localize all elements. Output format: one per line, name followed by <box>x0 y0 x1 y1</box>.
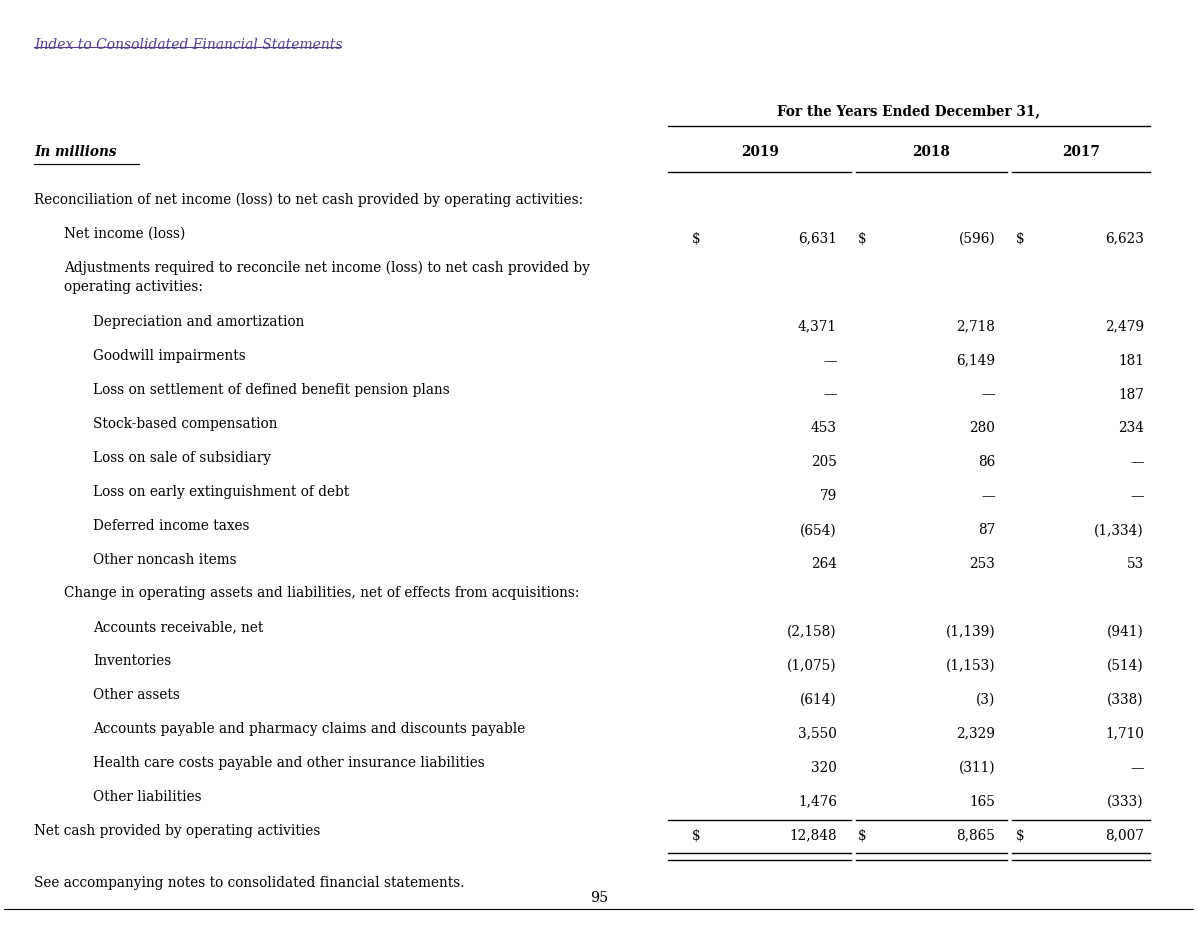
Text: 280: 280 <box>969 421 996 435</box>
Text: Goodwill impairments: Goodwill impairments <box>93 349 246 363</box>
Text: 3,550: 3,550 <box>798 726 837 741</box>
Text: Index to Consolidated Financial Statements: Index to Consolidated Financial Statemen… <box>34 38 343 52</box>
Text: Loss on early extinguishment of debt: Loss on early extinguishment of debt <box>93 485 350 498</box>
Text: 2,479: 2,479 <box>1105 320 1144 334</box>
Text: 165: 165 <box>969 794 996 808</box>
Text: (1,139): (1,139) <box>945 625 996 639</box>
Text: $: $ <box>858 232 867 246</box>
Text: (514): (514) <box>1107 659 1144 673</box>
Text: Accounts receivable, net: Accounts receivable, net <box>93 620 264 634</box>
Text: 181: 181 <box>1118 353 1144 367</box>
Text: 6,623: 6,623 <box>1105 232 1144 246</box>
Text: operating activities:: operating activities: <box>63 280 202 294</box>
Text: $: $ <box>691 232 701 246</box>
Text: 1,476: 1,476 <box>798 794 837 808</box>
Text: (1,334): (1,334) <box>1094 524 1144 538</box>
Text: $: $ <box>691 829 701 843</box>
Text: Adjustments required to reconcile net income (loss) to net cash provided by: Adjustments required to reconcile net in… <box>63 261 589 275</box>
Text: 87: 87 <box>978 524 996 538</box>
Text: —: — <box>1130 489 1144 503</box>
Text: Other noncash items: Other noncash items <box>93 552 237 566</box>
Text: 264: 264 <box>811 557 837 571</box>
Text: Health care costs payable and other insurance liabilities: Health care costs payable and other insu… <box>93 756 485 770</box>
Text: Reconciliation of net income (loss) to net cash provided by operating activities: Reconciliation of net income (loss) to n… <box>34 193 583 207</box>
Text: —: — <box>981 489 996 503</box>
Text: 2,329: 2,329 <box>956 726 996 741</box>
Text: In millions: In millions <box>34 145 116 159</box>
Text: 8,865: 8,865 <box>956 829 996 843</box>
Text: 12,848: 12,848 <box>789 829 837 843</box>
Text: 6,631: 6,631 <box>798 232 837 246</box>
Text: Loss on sale of subsidiary: Loss on sale of subsidiary <box>93 451 272 465</box>
Text: 86: 86 <box>978 456 996 470</box>
Text: —: — <box>823 388 837 402</box>
Text: Loss on settlement of defined benefit pension plans: Loss on settlement of defined benefit pe… <box>93 383 450 397</box>
Text: 53: 53 <box>1126 557 1144 571</box>
Text: (333): (333) <box>1107 794 1144 808</box>
Text: 205: 205 <box>811 456 837 470</box>
Text: 2,718: 2,718 <box>956 320 996 334</box>
Text: (311): (311) <box>958 761 996 775</box>
Text: (338): (338) <box>1107 693 1144 707</box>
Text: Accounts payable and pharmacy claims and discounts payable: Accounts payable and pharmacy claims and… <box>93 722 526 737</box>
Text: (596): (596) <box>958 232 996 246</box>
Text: 8,007: 8,007 <box>1105 829 1144 843</box>
Text: Deferred income taxes: Deferred income taxes <box>93 519 250 533</box>
Text: Net income (loss): Net income (loss) <box>63 227 184 241</box>
Text: 1,710: 1,710 <box>1105 726 1144 741</box>
Text: 253: 253 <box>969 557 996 571</box>
Text: 2019: 2019 <box>740 145 779 159</box>
Text: 2018: 2018 <box>912 145 950 159</box>
Text: Stock-based compensation: Stock-based compensation <box>93 417 278 431</box>
Text: (1,075): (1,075) <box>787 659 837 673</box>
Text: $: $ <box>1016 232 1024 246</box>
Text: (1,153): (1,153) <box>945 659 996 673</box>
Text: $: $ <box>1016 829 1024 843</box>
Text: 187: 187 <box>1118 388 1144 402</box>
Text: Other assets: Other assets <box>93 688 180 702</box>
Text: 79: 79 <box>819 489 837 503</box>
Text: —: — <box>1130 456 1144 470</box>
Text: 453: 453 <box>811 421 837 435</box>
Text: 320: 320 <box>811 761 837 775</box>
Text: Depreciation and amortization: Depreciation and amortization <box>93 315 304 329</box>
Text: (941): (941) <box>1107 625 1144 639</box>
Text: For the Years Ended December 31,: For the Years Ended December 31, <box>776 104 1040 118</box>
Text: —: — <box>1130 761 1144 775</box>
Text: 6,149: 6,149 <box>956 353 996 367</box>
Text: Other liabilities: Other liabilities <box>93 790 202 804</box>
Text: (3): (3) <box>976 693 996 707</box>
Text: 2017: 2017 <box>1061 145 1100 159</box>
Text: See accompanying notes to consolidated financial statements.: See accompanying notes to consolidated f… <box>34 876 465 890</box>
Text: 95: 95 <box>589 891 609 905</box>
Text: 4,371: 4,371 <box>798 320 837 334</box>
Text: —: — <box>823 353 837 367</box>
Text: 234: 234 <box>1118 421 1144 435</box>
Text: (614): (614) <box>800 693 837 707</box>
Text: Change in operating assets and liabilities, net of effects from acquisitions:: Change in operating assets and liabiliti… <box>63 587 579 601</box>
Text: (654): (654) <box>800 524 837 538</box>
Text: $: $ <box>858 829 867 843</box>
Text: Inventories: Inventories <box>93 655 171 669</box>
Text: Net cash provided by operating activities: Net cash provided by operating activitie… <box>34 824 320 838</box>
Text: —: — <box>981 388 996 402</box>
Text: (2,158): (2,158) <box>787 625 837 639</box>
